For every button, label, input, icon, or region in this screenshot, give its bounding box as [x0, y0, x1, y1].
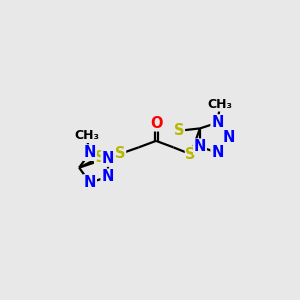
- Text: CH₃: CH₃: [74, 129, 99, 142]
- Text: S: S: [185, 147, 196, 162]
- Text: N: N: [211, 145, 224, 160]
- Text: N: N: [211, 145, 224, 160]
- Text: N: N: [101, 151, 114, 166]
- Text: N: N: [84, 145, 96, 160]
- Text: N: N: [194, 140, 206, 154]
- Text: N: N: [101, 169, 114, 184]
- Text: N: N: [222, 130, 235, 145]
- Text: N: N: [101, 151, 114, 166]
- Text: CH₃: CH₃: [74, 129, 99, 142]
- Text: N: N: [211, 115, 224, 130]
- Text: N: N: [194, 140, 206, 154]
- Text: N: N: [84, 145, 96, 160]
- Text: S: S: [115, 146, 125, 161]
- Text: S: S: [95, 150, 105, 165]
- Text: O: O: [150, 116, 162, 131]
- Text: N: N: [101, 169, 114, 184]
- Text: N: N: [84, 175, 96, 190]
- Text: S: S: [174, 123, 184, 138]
- Text: N: N: [84, 175, 96, 190]
- Text: N: N: [211, 115, 224, 130]
- Text: CH₃: CH₃: [207, 98, 232, 111]
- Text: CH₃: CH₃: [207, 98, 232, 111]
- Text: N: N: [222, 130, 235, 145]
